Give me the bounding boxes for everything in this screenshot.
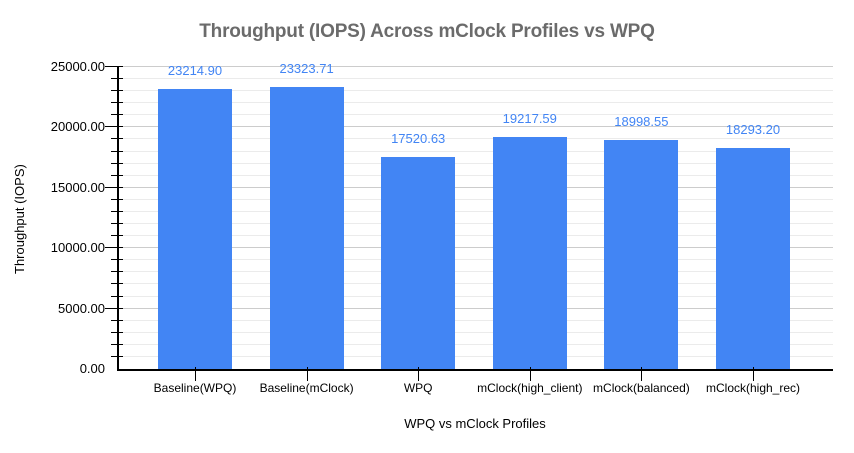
y-axis-tick	[111, 102, 123, 104]
y-axis-tick	[111, 355, 123, 357]
y-axis-tick	[111, 283, 123, 285]
minor-gridline	[119, 90, 833, 92]
y-axis-tick	[105, 186, 123, 188]
major-gridline	[119, 66, 833, 67]
y-axis-tick	[111, 343, 123, 345]
bar-value-label: 17520.63	[391, 131, 446, 147]
bar-value-label: 18998.55	[614, 113, 669, 129]
minor-gridline	[119, 271, 833, 273]
major-gridline	[119, 247, 833, 249]
y-axis-tick	[111, 78, 123, 80]
x-axis-category-label: mClock(high_rec)	[705, 381, 801, 395]
y-axis-tick	[105, 307, 123, 309]
major-gridline	[119, 126, 833, 128]
minor-gridline	[119, 210, 833, 212]
y-axis-labels: 0.00 5000.00 10000.00 15000.00 20000.00 25000…	[0, 60, 105, 376]
y-axis-tick	[111, 259, 123, 261]
y-axis-tick	[111, 319, 123, 321]
chart-bar[interactable]	[158, 88, 232, 369]
y-axis-tick-label: 10000.00	[50, 240, 105, 256]
y-axis-tick-label: 25000.00	[50, 59, 105, 74]
minor-gridline	[119, 102, 833, 104]
y-axis-tick	[105, 126, 123, 128]
minor-gridline	[119, 174, 833, 176]
minor-gridline	[119, 235, 833, 237]
y-axis-tick	[111, 223, 123, 225]
minor-gridline	[119, 198, 833, 200]
minor-gridline	[119, 319, 833, 321]
x-axis-title: WPQ vs mClock Profiles	[404, 416, 546, 431]
y-axis-tick-label: 20000.00	[50, 119, 105, 135]
bar-value-label: 23323.71	[279, 61, 334, 77]
y-axis-tick	[111, 150, 123, 152]
minor-gridline	[119, 259, 833, 261]
minor-gridline	[119, 162, 833, 164]
y-axis-tick	[105, 66, 123, 67]
x-axis-category-label: Baseline(mClock)	[259, 381, 354, 395]
x-axis-category-label: WPQ	[403, 381, 433, 395]
y-axis-tick	[111, 271, 123, 273]
x-axis-category-label: mClock(high_client)	[477, 381, 583, 395]
minor-gridline	[119, 114, 833, 116]
x-axis-category-label: mClock(balanced)	[593, 381, 690, 395]
bar-value-label: 18293.20	[725, 122, 781, 138]
y-axis-tick	[111, 210, 123, 212]
minor-gridline	[119, 223, 833, 225]
chart-bar[interactable]	[716, 148, 790, 369]
y-axis-tick	[111, 90, 123, 92]
minor-gridline	[119, 150, 833, 152]
y-axis-tick-label: 0.00	[79, 361, 105, 376]
chart-bar[interactable]	[492, 136, 567, 369]
y-axis-tick	[111, 295, 123, 297]
minor-gridline	[119, 283, 833, 285]
y-axis-tick	[111, 162, 123, 164]
minor-gridline	[119, 138, 833, 140]
y-axis-tick-label: 5000.00	[58, 300, 105, 316]
y-axis-tick	[111, 331, 123, 333]
y-axis-tick	[105, 247, 123, 249]
minor-gridline	[119, 331, 833, 333]
y-axis-tick	[111, 114, 123, 116]
y-axis-tick	[111, 198, 123, 200]
y-axis-tick-label: 15000.00	[50, 179, 105, 195]
chart-title: Throughput (IOPS) Across mClock Profiles…	[199, 21, 655, 42]
x-axis-category-label: Baseline(WPQ)	[153, 381, 237, 395]
major-gridline	[119, 307, 833, 309]
y-axis-tick	[111, 174, 123, 176]
major-gridline	[119, 186, 833, 188]
plot-area: 23214.90 23323.71 17520.63 19217.59 18998.55…	[105, 61, 833, 371]
chart-bar[interactable]	[269, 87, 344, 369]
minor-gridline	[119, 355, 833, 357]
y-axis-tick	[111, 235, 123, 237]
bar-value-label: 23214.90	[167, 62, 223, 78]
minor-gridline	[119, 78, 833, 80]
bar-value-label: 19217.59	[502, 110, 557, 126]
minor-gridline	[119, 295, 833, 297]
chart-bar[interactable]	[604, 139, 679, 369]
minor-gridline	[119, 343, 833, 345]
y-axis-tick	[111, 138, 123, 140]
chart-bar[interactable]	[381, 157, 456, 369]
